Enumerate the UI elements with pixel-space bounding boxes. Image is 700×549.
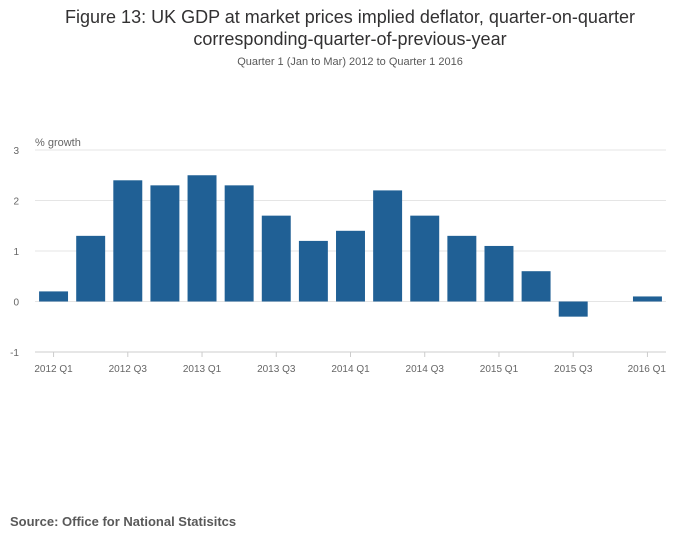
bar bbox=[187, 175, 217, 302]
y-tick-label: 3 bbox=[13, 146, 19, 157]
x-tick-label: 2014 Q3 bbox=[406, 364, 445, 375]
bar bbox=[76, 235, 106, 302]
x-tick-label: 2012 Q1 bbox=[34, 364, 73, 375]
bar bbox=[261, 215, 291, 302]
bar bbox=[558, 301, 588, 317]
chart-title-line1: Figure 13: UK GDP at market prices impli… bbox=[65, 7, 635, 27]
bar bbox=[447, 235, 477, 302]
x-tick-label: 2015 Q1 bbox=[480, 364, 519, 375]
bar bbox=[521, 271, 551, 302]
bar bbox=[39, 291, 69, 302]
bar bbox=[224, 185, 254, 302]
y-axis-label: % growth bbox=[35, 137, 81, 149]
x-tick-label: 2013 Q3 bbox=[257, 364, 296, 375]
bar bbox=[373, 190, 403, 302]
bar bbox=[113, 180, 143, 302]
source-note: Source: Office for National Statisitcs bbox=[10, 514, 237, 529]
bar bbox=[150, 185, 180, 302]
bar bbox=[632, 296, 662, 302]
y-tick-label: 1 bbox=[13, 247, 19, 258]
x-tick-label: 2016 Q1 bbox=[628, 364, 667, 375]
y-tick-label: -1 bbox=[10, 348, 19, 359]
x-tick-label: 2015 Q3 bbox=[554, 364, 593, 375]
y-tick-label: 2 bbox=[13, 197, 19, 208]
bar bbox=[298, 240, 328, 302]
bars bbox=[39, 175, 662, 317]
bar bbox=[484, 245, 514, 302]
chart-title-line2: corresponding-quarter-of-previous-year bbox=[193, 29, 507, 49]
x-tick-label: 2013 Q1 bbox=[183, 364, 222, 375]
y-tick-label: 0 bbox=[13, 298, 19, 309]
bar bbox=[410, 215, 440, 302]
chart-subtitle: Quarter 1 (Jan to Mar) 2012 to Quarter 1… bbox=[237, 56, 463, 68]
x-axis: 2012 Q1 2012 Q3 2013 Q1 2013 Q3 2014 Q1 2014 … bbox=[34, 351, 667, 375]
bar bbox=[336, 230, 365, 302]
y-axis: -1 0 1 2 3 bbox=[10, 146, 19, 359]
chart-title: Figure 13: UK GDP at market prices impli… bbox=[0, 6, 700, 50]
x-tick-label: 2014 Q1 bbox=[331, 364, 370, 375]
x-tick-label: 2012 Q3 bbox=[109, 364, 148, 375]
